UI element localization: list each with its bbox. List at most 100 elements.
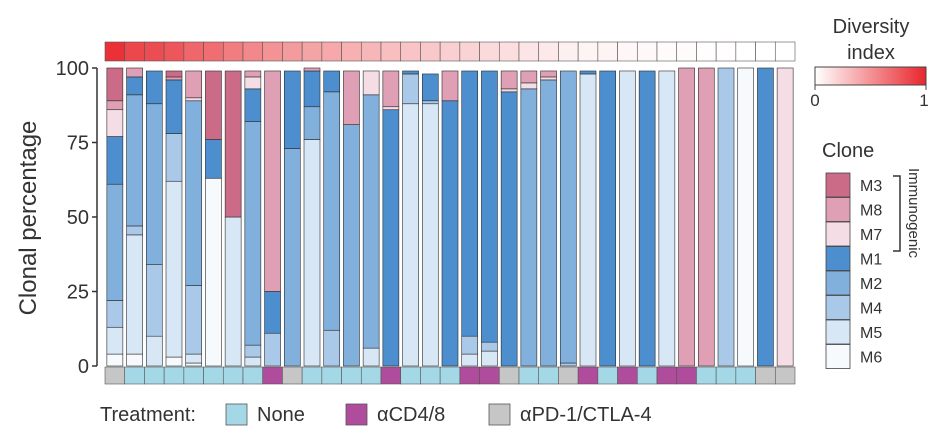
bar-segment-m3 <box>224 70 242 218</box>
clone-label-m7: M7 <box>860 227 882 244</box>
clone-legend: Clone M3 M8 M7 M1 M2 M4 M5 M6 Immunogenic <box>822 140 922 369</box>
treatment-cell-none <box>124 366 145 385</box>
bar-segment-m4 <box>244 344 262 358</box>
y-axis-label: Clonal percentage <box>15 121 42 316</box>
diversity-legend-title-line1: Diversity <box>833 16 910 38</box>
clone-swatch-m5 <box>825 319 851 345</box>
treatment-cell-cd48 <box>676 366 697 385</box>
sample-bar <box>441 70 459 367</box>
immunogenic-bracket <box>893 175 901 252</box>
sample-bar <box>421 73 439 367</box>
clone-swatch-m8 <box>825 197 851 222</box>
bar-segment-m1 <box>500 91 518 367</box>
sample-bar <box>540 70 557 367</box>
diversity-cell <box>163 41 185 62</box>
sample-bar <box>559 70 577 367</box>
diversity-cell <box>538 41 559 62</box>
treatment-cell-none <box>242 366 264 385</box>
bar-segment-m8 <box>185 70 203 99</box>
treatment-cell-cd48 <box>479 366 500 385</box>
bar-segment-m7 <box>776 67 794 367</box>
bar-segment-m1 <box>244 88 262 122</box>
diversity-cell <box>400 41 421 62</box>
treatment-cell-none <box>163 366 185 385</box>
clone-label-m4: M4 <box>860 301 882 318</box>
bar-segment-m5 <box>145 335 163 367</box>
bar-segment-m1 <box>205 139 222 179</box>
treatment-label-cd48: αCD4/8 <box>377 404 445 426</box>
treatment-cell-none <box>341 366 362 385</box>
bar-segment-m5 <box>579 73 597 367</box>
bar-segment-m8 <box>697 67 715 367</box>
treatment-cell-cd48 <box>380 366 402 385</box>
y-tick-label: 0 <box>78 356 89 378</box>
bar-segment-m7 <box>185 97 203 102</box>
bar-segment-m1 <box>145 70 163 105</box>
y-tick-label: 75 <box>67 133 89 155</box>
clone-label-m3: M3 <box>860 178 882 195</box>
bar-segment-m2 <box>145 103 163 265</box>
sample-bar <box>619 70 636 367</box>
clone-swatch-m6 <box>825 344 851 369</box>
bar-segment-m8 <box>106 100 124 111</box>
bar-segment-m2 <box>126 94 143 227</box>
clone-label-m6: M6 <box>860 350 882 367</box>
treatment-label-none: None <box>257 404 305 426</box>
bar-segment-m6 <box>106 353 124 367</box>
treatment-cell-none <box>144 366 165 385</box>
bar-segment-m5 <box>244 356 262 367</box>
sample-bar <box>106 67 124 367</box>
diversity-cell <box>459 41 480 62</box>
diversity-cell <box>577 41 599 62</box>
diversity-cell <box>656 41 678 62</box>
diversity-cell <box>301 41 323 62</box>
bar-segment-m6 <box>737 67 755 367</box>
clone-label-m8: M8 <box>860 203 882 220</box>
treatment-cell-cd48 <box>262 366 283 385</box>
diversity-cell <box>341 41 362 62</box>
treatment-cell-cd48 <box>577 366 599 385</box>
bar-segment-m4 <box>421 100 439 105</box>
treatment-swatch-cd48 <box>345 403 368 426</box>
sample-bar <box>126 67 143 367</box>
clone-swatch-m2 <box>825 270 851 296</box>
diversity-cell <box>380 41 402 62</box>
y-axis: 0 25 50 75 100 <box>56 58 98 378</box>
diversity-cell <box>124 41 145 62</box>
bar-segment-m8 <box>126 67 143 78</box>
clone-label-m5: M5 <box>860 325 882 342</box>
treatment-cell-cd48 <box>459 366 480 385</box>
diversity-cell <box>144 41 165 62</box>
sample-bar <box>343 70 360 367</box>
sample-bar <box>717 67 735 367</box>
diversity-cell <box>242 41 264 62</box>
bar-segment-m4 <box>323 329 341 367</box>
bar-segment-m2 <box>323 91 341 331</box>
sample-bar <box>638 70 656 367</box>
diversity-cell <box>774 41 796 62</box>
bar-segment-m2 <box>185 100 203 286</box>
bar-segment-m5 <box>106 326 124 355</box>
bar-segment-m6 <box>205 177 222 367</box>
sample-bar <box>185 70 203 367</box>
bar-segment-m7 <box>540 76 557 81</box>
bar-segment-m8 <box>441 70 459 102</box>
bar-segment-m1 <box>165 79 183 134</box>
diversity-cell <box>696 41 717 62</box>
bar-segment-m7 <box>106 109 124 137</box>
treatment-cell-none <box>735 366 756 385</box>
sample-bar <box>658 70 676 367</box>
treatment-cell-none <box>420 366 441 385</box>
bar-segment-m5 <box>165 180 183 358</box>
treatment-cell-pd1 <box>774 366 796 385</box>
clone-label-m1: M1 <box>860 252 882 269</box>
bar-segment-m5 <box>658 70 676 367</box>
treatment-cell-cd48 <box>617 366 638 385</box>
diversity-cell <box>518 41 540 62</box>
diversity-cell <box>222 41 244 62</box>
bar-segment-m5 <box>421 103 439 367</box>
treatment-cell-none <box>301 366 323 385</box>
bar-segment-m1 <box>126 76 143 96</box>
sample-bar <box>500 70 518 367</box>
bar-segment-m8 <box>244 70 262 78</box>
